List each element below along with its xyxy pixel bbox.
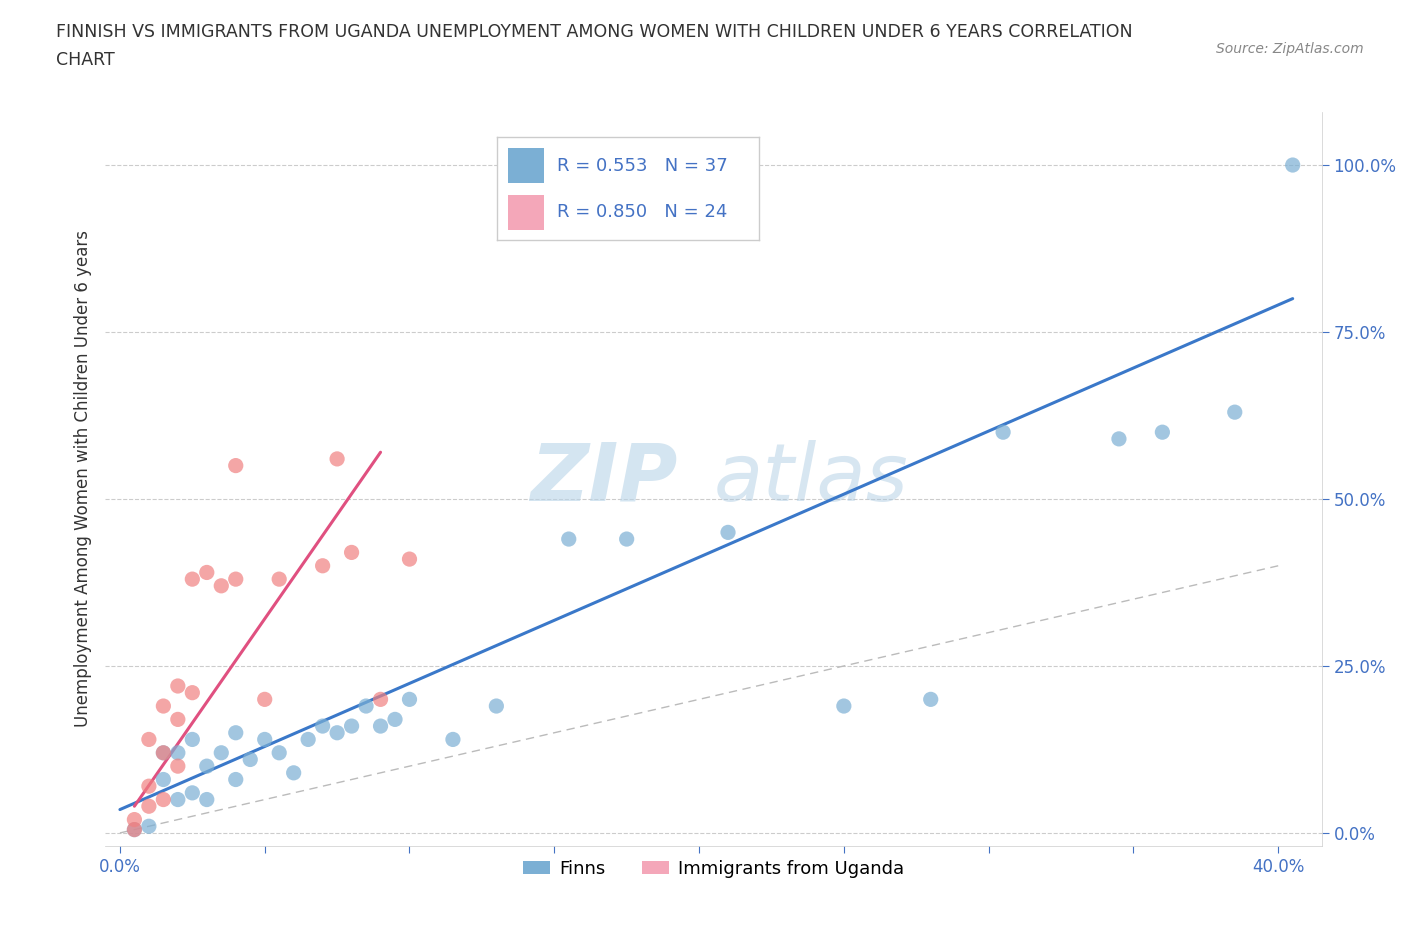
Point [370, 719, 392, 734]
Point [326, 451, 349, 466]
Point [832, 698, 855, 713]
Point [181, 786, 204, 801]
Point [152, 745, 174, 760]
Point [138, 778, 160, 793]
Point [920, 692, 942, 707]
Point [152, 745, 174, 760]
Point [195, 792, 218, 807]
Point [181, 732, 204, 747]
Point [138, 818, 160, 833]
Point [253, 732, 276, 747]
Point [166, 792, 188, 807]
Text: CHART: CHART [56, 51, 115, 69]
Point [370, 692, 392, 707]
Point [485, 698, 508, 713]
Point [152, 698, 174, 713]
Point [1108, 432, 1130, 446]
Text: ZIP: ZIP [530, 440, 678, 518]
FancyBboxPatch shape [508, 148, 544, 183]
Point [239, 752, 262, 767]
Text: atlas: atlas [713, 440, 908, 518]
Point [1281, 157, 1303, 172]
Point [225, 772, 247, 787]
Point [138, 799, 160, 814]
Point [152, 792, 174, 807]
Text: R = 0.553   N = 37: R = 0.553 N = 37 [557, 157, 728, 175]
Point [384, 712, 406, 727]
Point [225, 458, 247, 473]
Legend: Finns, Immigrants from Uganda: Finns, Immigrants from Uganda [516, 853, 911, 885]
Text: R = 0.850   N = 24: R = 0.850 N = 24 [557, 204, 728, 221]
Point [616, 532, 638, 547]
Point [124, 822, 146, 837]
Point [138, 732, 160, 747]
Point [340, 545, 363, 560]
Point [398, 551, 420, 566]
Point [269, 572, 291, 587]
Text: Source: ZipAtlas.com: Source: ZipAtlas.com [1216, 42, 1364, 56]
Point [225, 572, 247, 587]
Point [283, 765, 305, 780]
Point [124, 822, 146, 837]
Point [209, 745, 232, 760]
Point [326, 725, 349, 740]
Point [297, 732, 319, 747]
Point [195, 759, 218, 774]
Point [354, 698, 377, 713]
Point [441, 732, 464, 747]
Point [166, 712, 188, 727]
Point [181, 572, 204, 587]
Point [195, 565, 218, 580]
Point [1152, 425, 1174, 440]
Point [558, 532, 581, 547]
Point [311, 558, 333, 573]
Point [253, 692, 276, 707]
Point [991, 425, 1014, 440]
Point [311, 719, 333, 734]
Text: FINNISH VS IMMIGRANTS FROM UGANDA UNEMPLOYMENT AMONG WOMEN WITH CHILDREN UNDER 6: FINNISH VS IMMIGRANTS FROM UGANDA UNEMPL… [56, 23, 1133, 41]
Point [1223, 405, 1246, 419]
Point [209, 578, 232, 593]
Point [166, 679, 188, 694]
Point [152, 772, 174, 787]
Point [124, 812, 146, 827]
Point [398, 692, 420, 707]
Point [340, 719, 363, 734]
Point [166, 759, 188, 774]
FancyBboxPatch shape [508, 194, 544, 230]
Y-axis label: Unemployment Among Women with Children Under 6 years: Unemployment Among Women with Children U… [73, 231, 91, 727]
Point [166, 745, 188, 760]
Point [717, 525, 740, 539]
Point [181, 685, 204, 700]
Point [269, 745, 291, 760]
Point [225, 725, 247, 740]
